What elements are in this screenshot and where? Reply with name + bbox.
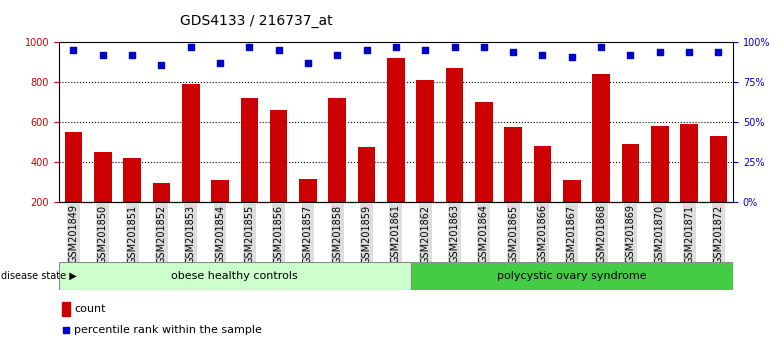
Bar [94, 152, 111, 241]
Bar [534, 146, 551, 241]
Bar [504, 127, 522, 241]
Text: count: count [74, 304, 106, 314]
Point [654, 49, 666, 55]
Bar [681, 124, 698, 241]
Point [390, 45, 402, 50]
Bar [563, 180, 581, 241]
Text: GSM201859: GSM201859 [361, 204, 372, 264]
Point [302, 60, 314, 66]
Point [448, 45, 461, 50]
Point [60, 328, 72, 333]
Text: GSM201867: GSM201867 [567, 204, 577, 264]
Text: polycystic ovary syndrome: polycystic ovary syndrome [497, 271, 647, 281]
Bar [182, 84, 199, 241]
Bar [651, 126, 669, 241]
Point [155, 62, 168, 68]
Bar [270, 110, 288, 241]
Text: GSM201853: GSM201853 [186, 204, 196, 264]
Text: GSM201869: GSM201869 [626, 204, 636, 263]
Bar [593, 74, 610, 241]
Bar [62, 302, 70, 316]
Point [419, 47, 431, 53]
Point [331, 52, 343, 58]
Point [96, 52, 109, 58]
Text: obese healthy controls: obese healthy controls [172, 271, 298, 281]
Bar [416, 80, 434, 241]
Point [361, 47, 373, 53]
Text: GSM201850: GSM201850 [98, 204, 107, 264]
Bar [123, 158, 141, 241]
Point [214, 60, 227, 66]
Text: GSM201863: GSM201863 [449, 204, 459, 263]
Point [712, 49, 724, 55]
Text: GSM201864: GSM201864 [479, 204, 489, 263]
Point [67, 47, 80, 53]
Point [624, 52, 637, 58]
FancyBboxPatch shape [59, 262, 411, 290]
Bar [387, 58, 405, 241]
Bar [64, 132, 82, 241]
Bar [211, 180, 229, 241]
Text: GSM201871: GSM201871 [684, 204, 694, 264]
Text: GDS4133 / 216737_at: GDS4133 / 216737_at [180, 14, 332, 28]
Text: GSM201861: GSM201861 [391, 204, 401, 263]
Text: GSM201865: GSM201865 [508, 204, 518, 264]
Point [595, 45, 608, 50]
Bar [241, 98, 258, 241]
Point [507, 49, 520, 55]
Bar [358, 147, 376, 241]
Text: GSM201849: GSM201849 [68, 204, 78, 263]
Bar [622, 144, 639, 241]
Bar [153, 183, 170, 241]
Bar [328, 98, 346, 241]
Text: GSM201851: GSM201851 [127, 204, 137, 264]
Bar [475, 102, 492, 241]
Text: GSM201870: GSM201870 [655, 204, 665, 264]
Text: GSM201856: GSM201856 [274, 204, 284, 264]
Bar [710, 136, 728, 241]
Text: GSM201857: GSM201857 [303, 204, 313, 264]
Text: GSM201854: GSM201854 [215, 204, 225, 264]
Point [184, 45, 197, 50]
Text: GSM201872: GSM201872 [713, 204, 724, 264]
Text: GSM201866: GSM201866 [538, 204, 547, 263]
FancyBboxPatch shape [411, 262, 733, 290]
Point [125, 52, 138, 58]
Text: disease state ▶: disease state ▶ [1, 271, 77, 281]
Point [243, 45, 256, 50]
Text: GSM201855: GSM201855 [245, 204, 254, 264]
Point [272, 47, 285, 53]
Text: GSM201858: GSM201858 [332, 204, 343, 264]
Bar [299, 179, 317, 241]
Text: GSM201862: GSM201862 [420, 204, 430, 264]
Text: GSM201852: GSM201852 [156, 204, 166, 264]
Text: GSM201868: GSM201868 [596, 204, 606, 263]
Text: percentile rank within the sample: percentile rank within the sample [74, 325, 262, 336]
Point [683, 49, 695, 55]
Point [536, 52, 549, 58]
Bar [446, 68, 463, 241]
Point [477, 45, 490, 50]
Point [565, 54, 578, 59]
